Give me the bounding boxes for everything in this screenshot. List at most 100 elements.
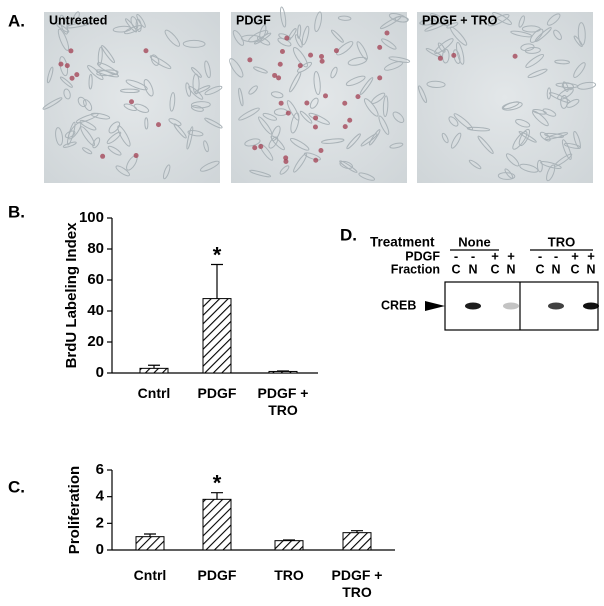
cell — [534, 27, 552, 42]
cell — [392, 111, 405, 124]
nucleus — [437, 55, 443, 61]
cell — [199, 160, 220, 172]
cell — [339, 160, 358, 173]
fraction-label: C — [451, 262, 460, 276]
cell — [378, 115, 390, 135]
cell — [244, 138, 261, 147]
cell — [492, 12, 512, 25]
image-label: PDGF — [236, 13, 271, 27]
cell — [368, 129, 381, 146]
image-label: Untreated — [49, 13, 107, 27]
nucleus — [312, 124, 318, 130]
cell — [346, 133, 361, 150]
cell — [108, 121, 121, 134]
band — [503, 302, 519, 310]
cell — [477, 135, 494, 154]
cell — [524, 46, 541, 54]
cell — [419, 19, 438, 26]
cell — [441, 132, 449, 144]
cell — [330, 66, 338, 79]
cell — [453, 113, 474, 131]
fraction-label: C — [535, 262, 544, 276]
cell — [289, 71, 302, 93]
row-label: Fraction — [391, 262, 440, 276]
nucleus — [258, 143, 264, 149]
cell — [546, 164, 556, 182]
cell — [549, 92, 571, 104]
nucleus — [69, 75, 75, 81]
cell — [248, 85, 258, 95]
cell — [363, 98, 379, 117]
cell — [321, 138, 345, 144]
cells — [229, 6, 411, 181]
panel-label: C. — [8, 477, 25, 496]
nucleus — [285, 110, 291, 116]
cell — [143, 79, 154, 97]
nucleus — [451, 52, 457, 58]
cell — [434, 38, 454, 55]
cell — [149, 55, 172, 70]
cell — [97, 46, 103, 66]
cell — [185, 82, 192, 97]
cell — [330, 29, 344, 43]
cell — [96, 69, 119, 77]
cell — [292, 47, 308, 68]
cell — [194, 85, 211, 94]
nucleus — [64, 63, 70, 69]
cell — [77, 96, 87, 108]
y-tick-label: 2 — [96, 514, 104, 531]
x-tick-label: PDGF + TRO — [331, 567, 383, 600]
cell — [527, 68, 548, 79]
cell — [437, 42, 446, 53]
nucleus — [272, 72, 278, 78]
cell — [359, 77, 374, 95]
nucleus — [133, 153, 139, 159]
cell — [336, 41, 354, 56]
cell — [309, 97, 319, 109]
nucleus — [342, 100, 348, 106]
band — [583, 302, 599, 310]
cell — [56, 23, 70, 33]
error-bar — [211, 492, 223, 500]
cell — [182, 39, 206, 48]
cell — [466, 126, 491, 132]
nucleus — [313, 157, 319, 163]
cell — [125, 79, 148, 91]
cell — [289, 137, 310, 151]
nucleus — [512, 53, 518, 59]
cell — [203, 140, 209, 153]
fraction-label: C — [490, 262, 499, 276]
y-tick-label: 80 — [87, 240, 104, 257]
y-axis-label: Proliferation — [66, 466, 83, 554]
cell — [299, 110, 313, 124]
nucleus — [313, 115, 319, 121]
nucleus — [377, 44, 383, 50]
nucleus — [297, 63, 303, 69]
cell — [82, 147, 93, 155]
cell — [238, 107, 260, 121]
annotation: * — [213, 242, 222, 267]
x-tick-label: PDGF + TRO — [257, 385, 309, 418]
nucleus — [342, 124, 348, 130]
nucleus — [100, 153, 106, 159]
cell — [46, 66, 54, 84]
nucleus — [322, 93, 328, 99]
nucleus — [308, 52, 314, 58]
cell — [238, 87, 244, 107]
fraction-label: N — [468, 262, 477, 276]
cell — [303, 152, 321, 161]
nucleus — [319, 53, 325, 59]
cell — [66, 21, 91, 29]
cell — [258, 116, 273, 135]
nucleus — [156, 122, 162, 128]
group-label: None — [458, 234, 491, 249]
cell — [107, 145, 122, 156]
cell — [229, 58, 244, 78]
cell — [388, 56, 411, 63]
cell — [519, 163, 539, 173]
micrographs: A. Untreated PDGF PDGF + TRO — [8, 6, 597, 183]
nucleus — [355, 94, 361, 100]
cell — [253, 66, 268, 74]
